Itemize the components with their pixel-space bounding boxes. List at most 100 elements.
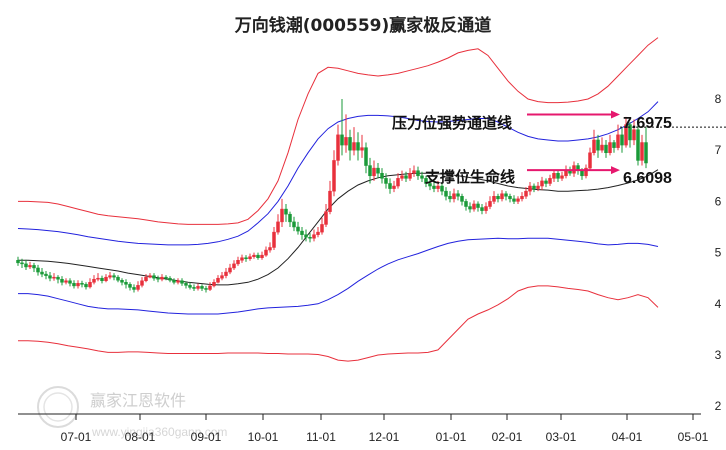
candle <box>360 134 364 158</box>
candle-body <box>544 180 548 184</box>
candle <box>96 273 100 282</box>
candle-body <box>420 175 424 179</box>
candle <box>316 227 320 238</box>
candle <box>392 180 396 193</box>
candle-body <box>208 285 212 290</box>
candle <box>124 279 128 289</box>
candle <box>424 175 428 188</box>
candle <box>116 275 120 283</box>
candle <box>184 281 188 289</box>
candle-body <box>100 277 104 282</box>
candle <box>440 183 444 196</box>
candle <box>408 168 412 181</box>
channel-line-2 <box>18 169 659 286</box>
candle-body <box>432 185 436 189</box>
candle <box>228 263 232 275</box>
candle-body <box>276 221 280 233</box>
candle <box>320 217 324 235</box>
candle-body <box>392 185 396 189</box>
candle-body <box>304 234 308 238</box>
candle-body <box>524 190 528 197</box>
candle <box>348 129 352 161</box>
candle <box>28 261 32 269</box>
candle <box>140 277 144 288</box>
candle-body <box>24 263 28 268</box>
candle <box>240 254 244 263</box>
candle <box>256 252 260 260</box>
candle-body <box>608 142 612 154</box>
candle <box>24 259 28 271</box>
candle-body <box>452 193 456 200</box>
candle-body <box>368 165 372 177</box>
candle <box>80 280 84 288</box>
candle-body <box>280 208 284 223</box>
candle <box>496 193 500 203</box>
candle-body <box>628 124 632 141</box>
candle-body <box>496 196 500 200</box>
candle <box>576 163 580 175</box>
candle-body <box>156 277 160 280</box>
candle-body <box>244 257 248 259</box>
candle-body <box>180 280 184 284</box>
candle-body <box>16 260 20 264</box>
candle-body <box>272 231 276 248</box>
candle-body <box>460 196 464 202</box>
x-tick-label: 11-01 <box>306 430 336 444</box>
candle <box>560 171 564 181</box>
candle <box>268 242 272 253</box>
resistance-annotation: 压力位强势通道线 7.6975 <box>392 110 672 132</box>
candle <box>284 203 288 222</box>
candle <box>292 216 296 232</box>
candle <box>188 282 192 290</box>
candle-body <box>216 277 220 283</box>
candle-body <box>48 275 52 279</box>
candle <box>600 137 604 153</box>
candle <box>420 171 424 182</box>
candle <box>416 166 420 180</box>
candle-body <box>72 283 76 287</box>
candle-body <box>492 196 496 202</box>
candle-body <box>44 273 48 276</box>
candle <box>276 214 280 235</box>
candle <box>304 229 308 242</box>
candle <box>260 251 264 260</box>
candle-body <box>264 249 268 256</box>
candle-body <box>472 203 476 210</box>
candle-body <box>536 185 540 189</box>
candle-body <box>52 276 56 279</box>
candle <box>344 114 348 153</box>
candle-body <box>164 276 168 279</box>
y-tick-label: 8 <box>715 92 722 106</box>
candle-body <box>344 137 348 146</box>
candle <box>264 246 268 257</box>
x-tick-label: 04-01 <box>612 430 643 444</box>
candle-body <box>436 185 440 189</box>
candle-body <box>116 276 120 281</box>
candle-body <box>464 201 468 207</box>
candle-body <box>528 185 532 192</box>
x-tick-label: 05-01 <box>678 430 709 444</box>
channel-line-3 <box>18 237 659 315</box>
candle <box>388 178 392 194</box>
y-tick-label: 2 <box>715 399 722 413</box>
candle-body <box>456 193 460 197</box>
candle-body <box>160 276 164 280</box>
candle <box>568 166 572 176</box>
candle <box>192 284 196 291</box>
candle <box>224 267 228 279</box>
candle <box>404 171 408 182</box>
candle <box>112 273 116 281</box>
candle-body <box>596 139 600 151</box>
candle <box>208 282 212 291</box>
candle <box>204 285 208 293</box>
candle <box>636 124 640 166</box>
candle <box>92 275 96 285</box>
candle-body <box>336 134 340 161</box>
candle-body <box>112 275 116 278</box>
candle-body <box>384 178 388 184</box>
candle-body <box>388 183 392 189</box>
candle-body <box>448 196 452 200</box>
candle <box>572 161 576 177</box>
candle-body <box>376 167 380 174</box>
